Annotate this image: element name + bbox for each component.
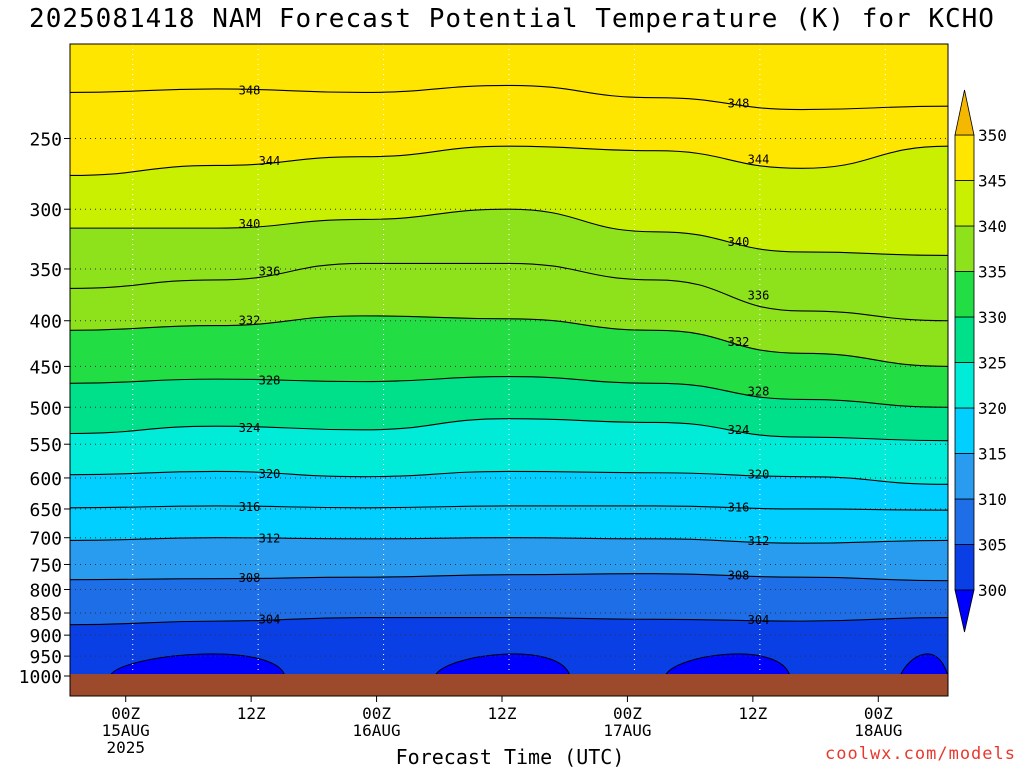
contour-label: 304 — [748, 613, 770, 627]
contour-312 — [70, 537, 948, 544]
chart-title: 2025081418 NAM Forecast Potential Temper… — [29, 4, 995, 34]
x-tick-date: 15AUG — [102, 721, 150, 740]
x-axis-title: Forecast Time (UTC) — [395, 745, 625, 769]
x-tick-label: 12Z — [237, 704, 266, 723]
y-tick-label: 350 — [29, 260, 62, 281]
contour-336 — [70, 262, 948, 322]
ground-surface — [70, 674, 948, 696]
contour-label: 344 — [748, 153, 770, 167]
y-tick-label: 450 — [29, 357, 62, 378]
x-tick-label: 12Z — [738, 704, 767, 723]
colorbar-swatch — [954, 407, 975, 454]
cold-pocket-2 — [664, 653, 791, 676]
contour-348 — [70, 84, 948, 111]
x-tick-label: 00Z — [864, 704, 893, 723]
contour-344 — [70, 145, 948, 177]
y-tick-label: 650 — [29, 500, 62, 521]
cold-pocket-0 — [109, 653, 286, 676]
contour-332 — [70, 315, 948, 367]
contour-328 — [70, 376, 948, 408]
colorbar-swatch — [954, 225, 975, 272]
contour-label: 348 — [239, 84, 261, 98]
colorbar-label: 315 — [978, 445, 1007, 464]
contour-304 — [70, 616, 948, 626]
contour-label: 344 — [259, 154, 281, 168]
contour-label: 308 — [239, 571, 261, 585]
colorbar-label: 320 — [978, 399, 1007, 418]
x-tick-label: 00Z — [111, 704, 140, 723]
y-tick-label: 750 — [29, 555, 62, 576]
y-tick-label: 950 — [29, 647, 62, 668]
y-tick-label: 900 — [29, 626, 62, 647]
y-tick-label: 400 — [29, 312, 62, 333]
colorbar-label: 325 — [978, 354, 1007, 373]
contour-label: 312 — [259, 531, 281, 545]
contour-label: 324 — [728, 423, 750, 437]
source-credit: coolwx.com/models — [825, 744, 1016, 764]
colorbar-label: 345 — [978, 172, 1007, 191]
contour-label: 348 — [728, 97, 750, 111]
contour-label: 340 — [728, 235, 750, 249]
colorbar-label: 350 — [978, 126, 1007, 145]
x-tick-label: 12Z — [488, 704, 517, 723]
y-tick-label: 1000 — [19, 667, 62, 688]
colorbar-label: 335 — [978, 263, 1007, 282]
contour-308 — [70, 573, 948, 582]
contour-label: 328 — [748, 384, 770, 398]
y-tick-label: 800 — [29, 580, 62, 601]
contour-label: 332 — [728, 335, 750, 349]
x-tick-date: 16AUG — [352, 721, 400, 740]
colorbar-max-arrow — [954, 89, 975, 136]
contour-label: 336 — [748, 288, 770, 302]
x-tick-date: 18AUG — [854, 721, 902, 740]
plot-frame — [69, 43, 949, 697]
contour-label: 312 — [748, 534, 770, 548]
colorbar-label: 305 — [978, 536, 1007, 555]
y-tick-label: 500 — [29, 398, 62, 419]
contour-label: 336 — [259, 265, 281, 279]
contour-316 — [70, 505, 948, 511]
contour-label: 320 — [259, 467, 281, 481]
contour-label: 316 — [239, 500, 261, 514]
x-tick-label: 00Z — [613, 704, 642, 723]
colorbar-label: 300 — [978, 581, 1007, 600]
colorbar-swatch — [954, 316, 975, 363]
y-tick-label: 600 — [29, 469, 62, 490]
colorbar-swatch — [954, 362, 975, 409]
y-tick-label: 700 — [29, 529, 62, 550]
y-tick-label: 850 — [29, 604, 62, 625]
contour-label: 324 — [239, 421, 261, 435]
contour-320 — [70, 470, 948, 485]
x-tick-date: 17AUG — [603, 721, 651, 740]
contour-label: 328 — [259, 373, 281, 387]
contour-324 — [70, 418, 948, 442]
contour-label: 320 — [748, 468, 770, 482]
contour-label: 304 — [259, 612, 281, 626]
colorbar-label: 340 — [978, 217, 1007, 236]
colorbar-swatch — [954, 271, 975, 318]
colorbar-label: 330 — [978, 308, 1007, 327]
colorbar-label: 310 — [978, 490, 1007, 509]
y-tick-label: 250 — [29, 130, 62, 151]
colorbar-min-arrow — [954, 589, 975, 633]
contour-label: 316 — [728, 500, 750, 514]
colorbar-swatch — [954, 544, 975, 591]
contour-label: 332 — [239, 314, 261, 328]
colorbar-swatch — [954, 134, 975, 181]
x-tick-label: 00Z — [362, 704, 391, 723]
y-tick-label: 550 — [29, 435, 62, 456]
y-tick-label: 300 — [29, 200, 62, 221]
contour-340 — [70, 208, 948, 256]
contour-label: 340 — [239, 217, 261, 231]
colorbar-swatch — [954, 180, 975, 227]
colorbar-swatch — [954, 453, 975, 500]
contour-label: 308 — [728, 568, 750, 582]
x-tick-year: 2025 — [106, 738, 145, 757]
colorbar-swatch — [954, 498, 975, 545]
